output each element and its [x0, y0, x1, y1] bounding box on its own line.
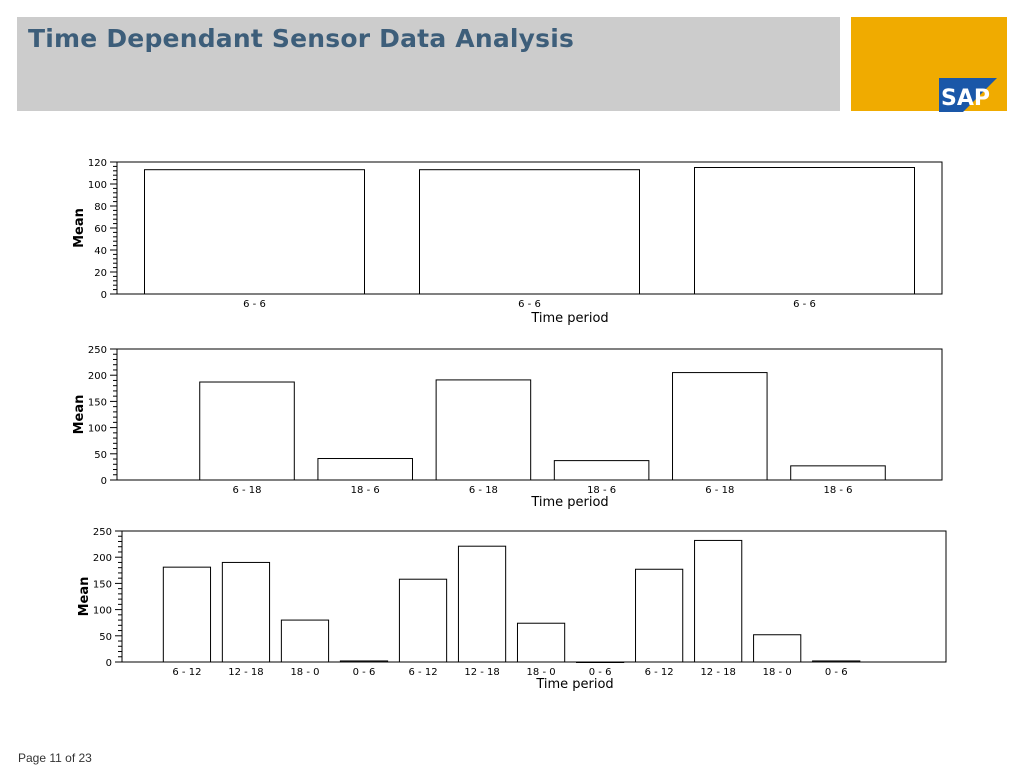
bar — [339, 660, 389, 663]
x-tick-label: 0 - 6 — [353, 667, 376, 678]
x-axis-title: Time period — [530, 311, 608, 326]
bar — [199, 381, 295, 481]
y-tick-label: 100 — [88, 180, 107, 191]
y-tick-label: 200 — [88, 371, 107, 382]
bar — [221, 561, 271, 663]
y-tick-label: 40 — [94, 246, 107, 257]
x-tick-label: 6 - 18 — [705, 485, 734, 496]
y-tick-label: 0 — [101, 290, 107, 301]
x-tick-label: 18 - 6 — [351, 485, 380, 496]
y-tick-label: 120 — [88, 158, 107, 169]
x-tick-label: 18 - 6 — [823, 485, 852, 496]
y-tick-label: 150 — [88, 397, 107, 408]
x-tick-label: 12 - 18 — [228, 667, 263, 678]
y-tick-label: 50 — [99, 632, 112, 643]
slide-title: Time Dependant Sensor Data Analysis — [28, 24, 575, 53]
y-tick-label: 250 — [93, 527, 112, 538]
bar — [162, 566, 212, 663]
y-axis-title: Mean — [72, 395, 87, 435]
header-bar: Time Dependant Sensor Data Analysis — [17, 17, 840, 111]
x-tick-label: 12 - 18 — [700, 667, 735, 678]
y-tick-label: 0 — [106, 658, 112, 669]
y-tick-label: 100 — [88, 424, 107, 435]
bar — [553, 460, 650, 481]
bar — [694, 539, 743, 663]
bar — [317, 458, 413, 481]
bar — [144, 169, 365, 295]
y-tick-label: 20 — [94, 268, 107, 279]
page-number: Page 11 of 23 — [18, 751, 92, 765]
y-tick-label: 0 — [101, 476, 107, 487]
x-tick-label: 12 - 18 — [464, 667, 499, 678]
sap-logo-text: SAP — [941, 86, 990, 111]
bar — [280, 619, 330, 663]
sap-logo: SAP — [939, 78, 997, 112]
bar — [435, 379, 532, 481]
x-tick-label: 6 - 18 — [469, 485, 498, 496]
x-tick-label: 18 - 0 — [527, 667, 556, 678]
bar — [398, 578, 448, 663]
y-axis-title: Mean — [77, 577, 92, 617]
x-tick-label: 6 - 12 — [645, 667, 674, 678]
x-tick-label: 6 - 6 — [243, 299, 266, 310]
bar — [635, 568, 684, 663]
bar — [753, 634, 802, 663]
bar — [812, 660, 861, 663]
y-tick-label: 60 — [94, 224, 107, 235]
x-tick-label: 0 - 6 — [589, 667, 612, 678]
y-tick-label: 200 — [93, 553, 112, 564]
x-tick-label: 6 - 12 — [409, 667, 438, 678]
y-tick-label: 250 — [88, 345, 107, 356]
y-tick-label: 150 — [93, 579, 112, 590]
x-tick-label: 6 - 6 — [518, 299, 541, 310]
bar — [457, 545, 507, 663]
bar — [419, 169, 640, 295]
x-tick-label: 18 - 6 — [587, 485, 616, 496]
x-tick-label: 18 - 0 — [763, 667, 792, 678]
x-tick-label: 6 - 6 — [793, 299, 816, 310]
y-tick-label: 100 — [93, 606, 112, 617]
x-axis-title: Time period — [535, 677, 613, 692]
y-tick-label: 80 — [94, 202, 107, 213]
x-tick-label: 0 - 6 — [825, 667, 848, 678]
x-tick-label: 6 - 18 — [232, 485, 261, 496]
bar — [575, 661, 625, 663]
x-tick-label: 6 - 12 — [172, 667, 201, 678]
logo-box: SAP — [851, 17, 1007, 112]
y-tick-label: 50 — [94, 450, 107, 461]
x-axis-title: Time period — [530, 495, 608, 510]
bar — [790, 465, 886, 481]
bar — [694, 167, 915, 295]
y-axis-title: Mean — [72, 208, 87, 248]
bar — [672, 372, 768, 481]
x-tick-label: 18 - 0 — [290, 667, 319, 678]
bar — [516, 622, 566, 663]
